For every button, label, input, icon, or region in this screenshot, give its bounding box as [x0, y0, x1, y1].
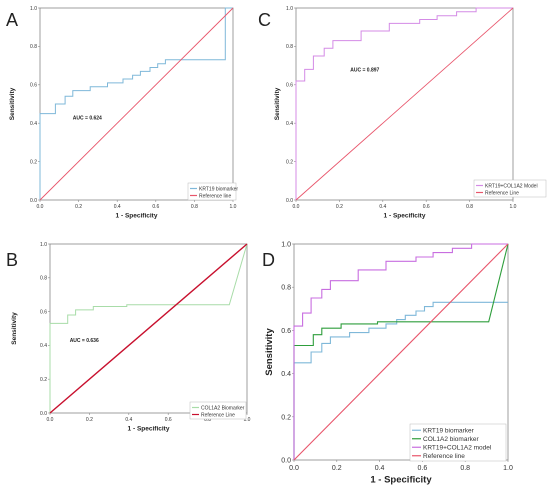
- legend-box: [187, 182, 237, 201]
- auc-annotation: AUC = 0.624: [73, 115, 102, 121]
- y-tick-label: 0.8: [30, 44, 37, 50]
- x-tick-label: 0.0: [47, 417, 54, 423]
- legend-label: COL1A2 biomarker: [423, 436, 479, 443]
- panel-letter: B: [6, 250, 18, 270]
- series-krt19-col1a2-model-line: [293, 243, 508, 460]
- y-tick-label: 0.2: [281, 414, 291, 421]
- series-reference-line-line: [295, 7, 514, 201]
- y-tick-label: 1.0: [40, 242, 47, 248]
- x-axis-label: 1 - Specificity: [116, 213, 158, 220]
- x-tick-label: 0.0: [293, 204, 300, 210]
- legend-label: Reference line: [423, 453, 465, 460]
- y-tick-label: 0.0: [40, 411, 47, 417]
- x-tick-label: 1.0: [503, 465, 513, 472]
- y-tick-label: 1.0: [286, 6, 293, 12]
- y-tick-label: 1.0: [30, 6, 37, 12]
- x-tick-label: 0.8: [466, 204, 473, 210]
- x-axis-label: 1 - Specificity: [128, 426, 170, 433]
- x-tick-label: 1.0: [510, 204, 517, 210]
- y-tick-label: 0.4: [30, 121, 37, 127]
- x-tick-label: 0.0: [37, 204, 44, 210]
- y-axis-label: Sensitivity: [11, 312, 18, 345]
- x-tick-label: 0.6: [418, 465, 428, 472]
- series-reference-line-line: [293, 243, 509, 461]
- x-tick-label: 0.8: [460, 465, 470, 472]
- legend-label: KRT19 biomarker: [423, 428, 475, 435]
- legend-label: Reference line: [199, 193, 231, 199]
- panel-d: D 0.0 0.2 0.4 0.6 0.8 1.0 0.0 0.2 0.4 0.6 0.8 1.0 1 -…: [262, 241, 513, 485]
- y-axis-label: Sensitivity: [9, 87, 16, 120]
- x-tick-label: 1.0: [244, 417, 251, 423]
- auc-annotation: AUC = 0.636: [70, 338, 99, 344]
- legend-box: [473, 179, 547, 198]
- y-tick-label: 0.0: [286, 198, 293, 204]
- x-tick-label: 0.2: [75, 204, 82, 210]
- y-tick-label: 0.6: [40, 309, 47, 315]
- x-tick-label: 0.0: [289, 465, 299, 472]
- panel-letter: D: [262, 250, 275, 270]
- x-tick-label: 0.2: [332, 465, 342, 472]
- x-tick-label: 1.0: [230, 204, 237, 210]
- x-tick-label: 0.8: [204, 417, 211, 423]
- series-krt19-biomarker-line: [39, 7, 233, 200]
- x-tick-label: 0.6: [152, 204, 159, 210]
- series-col1a2-biomarker-line: [49, 243, 248, 413]
- legend-label: Reference Line: [485, 190, 519, 196]
- x-axis-label: 1 - Specificity: [370, 475, 432, 486]
- legend-label: COL1A2 Biomarker: [201, 405, 245, 411]
- x-tick-label: 0.4: [125, 417, 132, 423]
- y-tick-label: 0.2: [30, 159, 37, 165]
- series-krt19-biomarker-line: [293, 301, 508, 460]
- y-tick-label: 0.0: [30, 198, 37, 204]
- y-axis-label: Sensitivity: [264, 328, 275, 376]
- series-col1a2-biomarker-line: [293, 243, 509, 460]
- y-tick-label: 0.8: [286, 44, 293, 50]
- x-tick-label: 0.4: [114, 204, 121, 210]
- x-axis-label: 1 - Specificity: [384, 213, 426, 220]
- auc-annotation: AUC = 0.897: [350, 67, 379, 73]
- x-tick-label: 0.2: [86, 417, 93, 423]
- y-tick-label: 0.0: [281, 457, 291, 464]
- x-tick-label: 0.6: [423, 204, 430, 210]
- x-tick-label: 0.8: [191, 204, 198, 210]
- y-tick-label: 0.4: [286, 121, 293, 127]
- y-tick-label: 0.6: [281, 328, 291, 335]
- x-tick-label: 0.2: [336, 204, 343, 210]
- legend-box: [409, 423, 507, 462]
- panel-letter: C: [258, 10, 271, 30]
- panel-c: C 0.0 0.2 0.4 0.6 0.8 1.0 0.0 0.2 0.4 0.6 0.8 1.0 1 -…: [258, 6, 547, 220]
- y-tick-label: 0.6: [286, 83, 293, 89]
- legend-label: Reference Line: [201, 412, 235, 418]
- series-krt19-col1a2-model-line: [295, 7, 513, 200]
- series-reference-line-line: [39, 7, 234, 201]
- x-tick-label: 0.4: [375, 465, 385, 472]
- y-tick-label: 0.8: [40, 276, 47, 282]
- y-tick-label: 1.0: [281, 241, 291, 248]
- y-tick-label: 0.4: [281, 371, 291, 378]
- legend-box: [189, 401, 247, 420]
- panel-b: B 0.0 0.2 0.4 0.6 0.8 1.0 0.0 0.2 0.4 0.6 0.8 1.0 1 -…: [6, 242, 251, 433]
- y-axis-label: Sensitivity: [274, 87, 281, 120]
- series-reference-line-line: [49, 243, 248, 414]
- legend-label: KRT19+COL1A2 Model: [485, 183, 538, 189]
- legend-label: KRT19+COL1A2 model: [423, 445, 492, 452]
- panel-letter: A: [6, 10, 18, 30]
- x-tick-label: 0.4: [379, 204, 386, 210]
- plot-frame: [39, 7, 234, 201]
- y-tick-label: 0.8: [281, 285, 291, 292]
- y-tick-label: 0.2: [286, 159, 293, 165]
- panel-a: A 0.0 0.2 0.4 0.6 0.8 1.0 0.0 0.2 0.4 0.6 0.8 1.0 1 -…: [6, 6, 238, 220]
- legend-label: KRT19 biomarker: [199, 186, 238, 192]
- y-tick-label: 0.2: [40, 377, 47, 383]
- x-tick-label: 0.6: [165, 417, 172, 423]
- y-tick-label: 0.4: [40, 343, 47, 349]
- y-tick-label: 0.6: [30, 83, 37, 89]
